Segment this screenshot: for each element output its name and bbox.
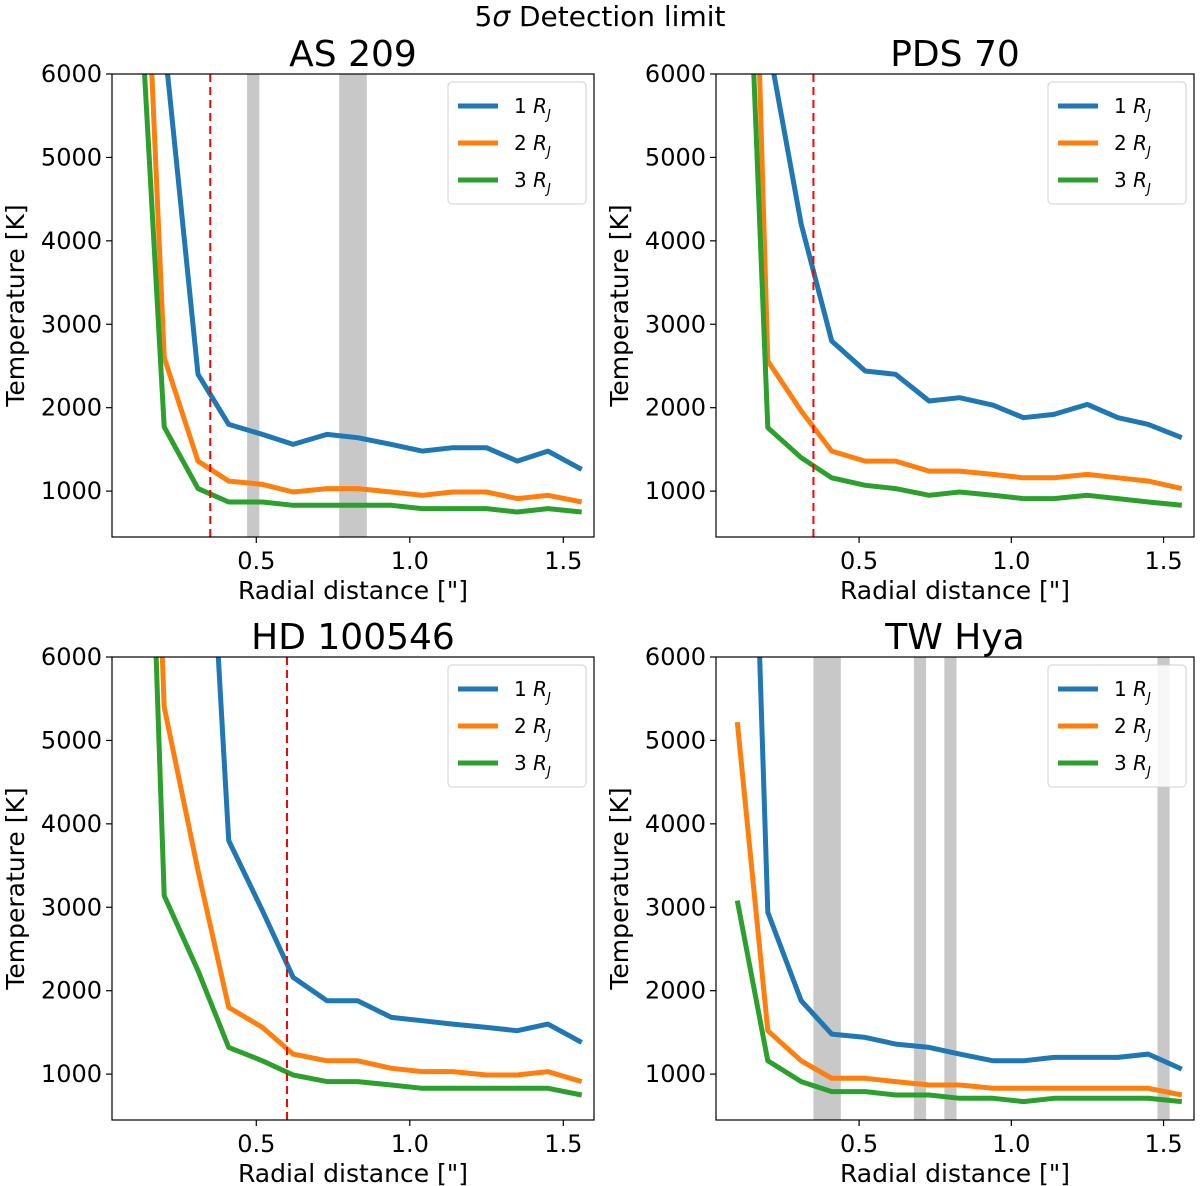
y-tick-label: 3000 xyxy=(645,893,706,921)
chart-panel-1: 1000 2000 3000 4000 5000 6000 0.5 1.0 1.5 Radial … xyxy=(1,34,595,605)
legend-label-1rj: 1 RJ xyxy=(1114,677,1151,706)
y-tick-label: 1000 xyxy=(41,477,102,505)
x-tick-label: 1.0 xyxy=(992,547,1030,575)
series-line-1rj xyxy=(771,74,1183,441)
chart-panel-4: 1000 2000 3000 4000 5000 6000 0.5 1.0 1.5 Radial … xyxy=(605,617,1195,1186)
legend-label-2rj: 2 RJ xyxy=(514,131,551,160)
chart-panel-2: 1000 2000 3000 4000 5000 6000 0.5 1.0 1.5 Radial … xyxy=(605,34,1195,605)
x-tick-label: 1.5 xyxy=(544,1130,582,1158)
panel-title: AS 209 xyxy=(289,34,417,75)
series-line-2rj xyxy=(734,721,1183,1098)
y-tick-label: 5000 xyxy=(645,143,706,171)
x-tick-label: 1.0 xyxy=(391,1130,429,1158)
x-tick-label: 0.5 xyxy=(840,547,878,575)
y-tick-label: 2000 xyxy=(41,394,102,422)
shaded-band-2 xyxy=(339,74,367,537)
x-tick-label: 0.5 xyxy=(840,1130,878,1158)
y-tick-label: 6000 xyxy=(645,60,706,88)
legend-box xyxy=(447,664,587,788)
y-tick-label: 4000 xyxy=(41,227,102,255)
legend-label-2rj: 2 RJ xyxy=(514,714,551,743)
x-axis-label: Radial distance ["] xyxy=(840,576,1070,605)
legend-label-2rj: 2 RJ xyxy=(1114,714,1151,743)
axes-frame xyxy=(111,656,595,1121)
x-tick-label: 0.5 xyxy=(237,547,275,575)
legend: 1 RJ 2 RJ 3 RJ xyxy=(1047,664,1187,788)
panel-title: TW Hya xyxy=(884,617,1024,658)
y-tick-label: 6000 xyxy=(41,60,102,88)
y-tick-label: 2000 xyxy=(645,394,706,422)
y-tick-label: 5000 xyxy=(41,726,102,754)
y-tick-label: 2000 xyxy=(41,977,102,1005)
series-line-1rj xyxy=(757,657,1183,1072)
y-tick-label: 4000 xyxy=(645,227,706,255)
y-tick-label: 4000 xyxy=(645,810,706,838)
legend-label-3rj: 3 RJ xyxy=(1114,751,1151,780)
y-axis-label: Temperature [K] xyxy=(1,204,30,407)
x-tick-label: 1.5 xyxy=(544,547,582,575)
x-tick-label: 1.5 xyxy=(1144,1130,1182,1158)
legend-label-3rj: 3 RJ xyxy=(514,751,551,780)
series-line-1rj xyxy=(215,657,583,1045)
legend-label-2rj: 2 RJ xyxy=(1114,131,1151,160)
x-axis-label: Radial distance ["] xyxy=(238,1159,468,1186)
legend-box xyxy=(1047,664,1187,788)
panel-title: PDS 70 xyxy=(890,34,1020,75)
x-tick-label: 1.0 xyxy=(992,1130,1030,1158)
axes-frame xyxy=(715,656,1195,1121)
y-tick-label: 5000 xyxy=(41,143,102,171)
y-tick-label: 6000 xyxy=(645,643,706,671)
series-line-3rj xyxy=(734,900,1183,1105)
axes-frame xyxy=(111,73,595,538)
legend-label-1rj: 1 RJ xyxy=(514,94,551,123)
series-line-3rj xyxy=(751,74,1183,508)
y-tick-label: 1000 xyxy=(41,1060,102,1088)
shaded-band-3 xyxy=(944,657,957,1120)
x-axis-label: Radial distance ["] xyxy=(238,576,468,605)
legend-label-1rj: 1 RJ xyxy=(1114,94,1151,123)
series-line-2rj xyxy=(159,657,583,1084)
series-line-3rj xyxy=(142,74,582,515)
y-tick-label: 6000 xyxy=(41,643,102,671)
axes-frame xyxy=(715,73,1195,538)
series-line-2rj xyxy=(757,74,1183,492)
y-tick-label: 1000 xyxy=(645,477,706,505)
legend-label-3rj: 3 RJ xyxy=(514,168,551,197)
y-tick-label: 3000 xyxy=(41,893,102,921)
legend: 1 RJ 2 RJ 3 RJ xyxy=(1047,81,1187,205)
series-line-3rj xyxy=(153,657,583,1098)
y-tick-label: 3000 xyxy=(645,310,706,338)
y-axis-label: Temperature [K] xyxy=(1,787,30,990)
series-line-1rj xyxy=(165,74,583,472)
x-tick-label: 1.0 xyxy=(391,547,429,575)
x-axis-label: Radial distance ["] xyxy=(840,1159,1070,1186)
shaded-band-1 xyxy=(247,74,260,537)
legend-box xyxy=(1047,81,1187,205)
y-tick-label: 2000 xyxy=(645,977,706,1005)
x-tick-label: 0.5 xyxy=(237,1130,275,1158)
legend: 1 RJ 2 RJ 3 RJ xyxy=(447,664,587,788)
series-line-2rj xyxy=(149,74,583,505)
shaded-band-1 xyxy=(813,657,841,1120)
y-axis-label: Temperature [K] xyxy=(605,787,634,990)
shaded-band-2 xyxy=(913,657,927,1120)
y-tick-label: 5000 xyxy=(645,726,706,754)
panel-title: HD 100546 xyxy=(251,617,455,658)
legend-label-1rj: 1 RJ xyxy=(514,677,551,706)
legend-label-3rj: 3 RJ xyxy=(1114,168,1151,197)
y-tick-label: 4000 xyxy=(41,810,102,838)
y-tick-label: 1000 xyxy=(645,1060,706,1088)
y-axis-label: Temperature [K] xyxy=(605,204,634,407)
legend-box xyxy=(447,81,587,205)
x-tick-label: 1.5 xyxy=(1144,547,1182,575)
y-tick-label: 3000 xyxy=(41,310,102,338)
legend: 1 RJ 2 RJ 3 RJ xyxy=(447,81,587,205)
chart-panel-3: 1000 2000 3000 4000 5000 6000 0.5 1.0 1.5 Radial … xyxy=(1,617,595,1186)
figure-title: 5σ Detection limit xyxy=(475,0,726,33)
